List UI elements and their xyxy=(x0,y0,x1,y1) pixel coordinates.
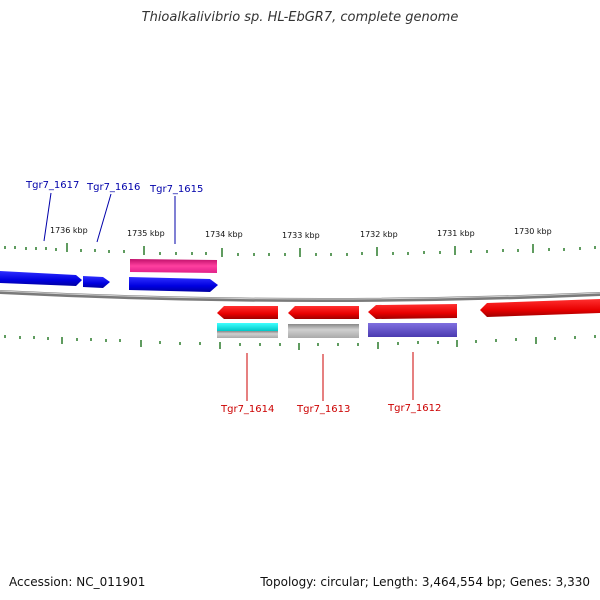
gene-label-tgr7-1615[interactable]: Tgr7_1615 xyxy=(149,184,203,195)
gray-feature[interactable] xyxy=(217,331,278,338)
tick-label: 1734 kbp xyxy=(205,230,243,239)
tick-label: 1736 kbp xyxy=(50,226,88,235)
gray-feature[interactable] xyxy=(288,324,359,338)
gene-label-tgr7-1616[interactable]: Tgr7_1616 xyxy=(86,182,140,193)
genome-summary-text: Topology: circular; Length: 3,464,554 bp… xyxy=(260,575,590,589)
gene-arrow-tgr7-1614[interactable] xyxy=(217,306,278,319)
purple-feature[interactable] xyxy=(368,323,457,337)
accession-text: Accession: NC_011901 xyxy=(9,575,146,589)
gene-arrow-right-edge[interactable] xyxy=(480,299,600,317)
gene-label-tgr7-1613[interactable]: Tgr7_1613 xyxy=(296,404,350,415)
label-leader xyxy=(43,192,52,242)
label-leader xyxy=(96,193,112,243)
gene-label-tgr7-1614[interactable]: Tgr7_1614 xyxy=(220,404,274,415)
cyan-feature[interactable] xyxy=(217,323,278,331)
gene-arrow-tgr7-1617[interactable] xyxy=(0,271,82,286)
tick-label: 1735 kbp xyxy=(127,229,165,238)
gene-arrow-tgr7-1612[interactable] xyxy=(368,304,457,319)
genome-backbone xyxy=(0,290,600,303)
gene-label-tgr7-1612[interactable]: Tgr7_1612 xyxy=(387,403,441,414)
bottom-scale xyxy=(4,335,596,350)
map-title: Thioalkalivibrio sp. HL-EbGR7, complete … xyxy=(141,10,459,25)
gene-arrow-tgr7-1615[interactable] xyxy=(129,277,218,292)
tick-label: 1733 kbp xyxy=(282,231,320,240)
tick-label: 1731 kbp xyxy=(437,229,475,238)
gene-arrow-tgr7-1616[interactable] xyxy=(83,276,110,288)
tick-label: 1730 kbp xyxy=(514,227,552,236)
top-scale xyxy=(4,243,596,257)
magenta-feature[interactable] xyxy=(130,259,217,273)
gene-label-tgr7-1617[interactable]: Tgr7_1617 xyxy=(25,180,79,191)
gene-arrow-tgr7-1613[interactable] xyxy=(288,306,359,319)
tick-label: 1732 kbp xyxy=(360,230,398,239)
